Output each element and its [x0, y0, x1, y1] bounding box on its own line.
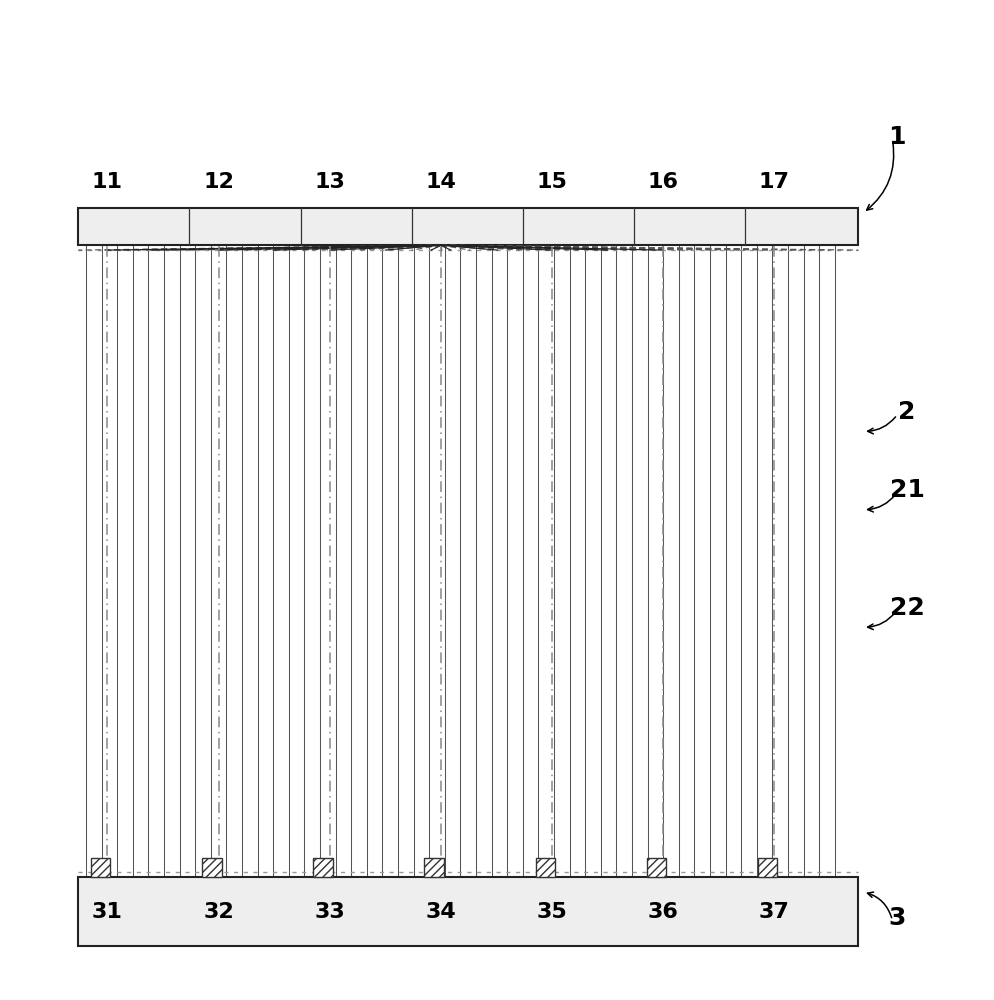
Bar	[423, 858, 443, 877]
Text: 33: 33	[314, 902, 345, 922]
Text: 16: 16	[647, 172, 678, 192]
Text: 34: 34	[425, 902, 456, 922]
Text: 15: 15	[536, 172, 567, 192]
Bar	[79, 877, 858, 946]
Text: 14: 14	[425, 172, 456, 192]
Text: 36: 36	[647, 902, 678, 922]
Text: 35: 35	[536, 902, 567, 922]
Text: 37: 37	[758, 902, 789, 922]
FancyArrowPatch shape	[867, 892, 891, 918]
Text: 1: 1	[888, 125, 906, 149]
Bar	[313, 858, 332, 877]
Text: 13: 13	[314, 172, 345, 192]
Text: 17: 17	[758, 172, 789, 192]
FancyArrowPatch shape	[866, 142, 893, 210]
FancyArrowPatch shape	[867, 612, 895, 630]
Bar	[646, 858, 666, 877]
FancyArrowPatch shape	[867, 494, 895, 512]
FancyArrowPatch shape	[867, 417, 895, 434]
Bar	[79, 208, 858, 245]
Bar	[90, 858, 110, 877]
Bar	[535, 858, 555, 877]
Bar	[757, 858, 776, 877]
Text: 12: 12	[203, 172, 234, 192]
Text: 3: 3	[888, 906, 906, 930]
Text: 31: 31	[91, 902, 123, 922]
Text: 21: 21	[889, 478, 923, 502]
Text: 32: 32	[203, 902, 234, 922]
Text: 2: 2	[898, 400, 914, 424]
Bar	[202, 858, 222, 877]
Text: 22: 22	[889, 596, 923, 620]
Text: 11: 11	[91, 172, 123, 192]
